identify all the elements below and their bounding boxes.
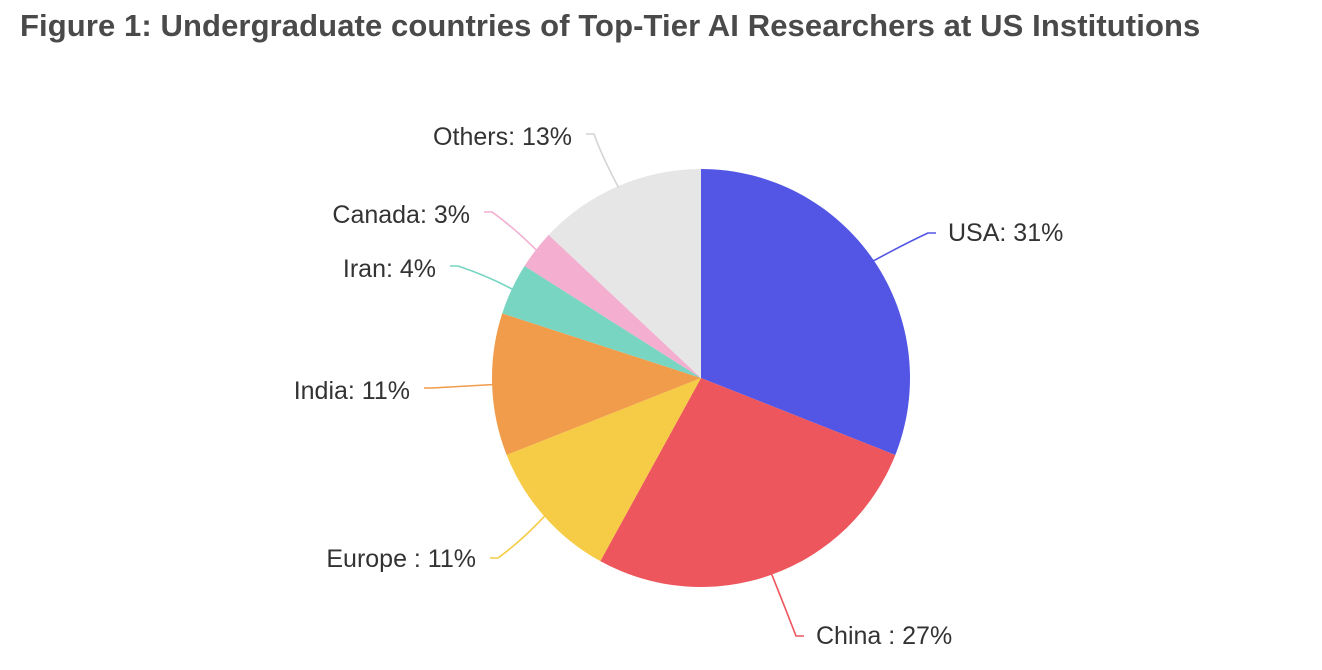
slice-label-4: Iran: 4% [343,255,436,283]
pie-slice-4 [502,266,701,378]
pie-slice-3 [492,313,701,455]
leader-line-3 [424,383,495,389]
slice-label-5: Canada: 3% [332,201,470,229]
leader-line-6 [586,133,620,189]
slice-label-1: China : 27% [816,622,952,650]
leader-line-1 [770,572,804,637]
pie-slice-5 [524,234,701,378]
leader-lines [424,133,936,637]
leader-line-0 [871,232,936,263]
slice-label-2: Europe : 11% [326,545,476,573]
pie-slice-6 [548,169,701,378]
leader-line-2 [490,514,547,559]
slice-label-6: Others: 13% [433,123,572,151]
pie-slice-0 [701,169,910,455]
pie-slice-1 [600,378,896,588]
chart-title: Figure 1: Undergraduate countries of Top… [20,8,1201,43]
pie-slice-2 [506,378,701,562]
pie-slices [492,169,910,588]
leader-line-5 [484,211,538,252]
slice-label-3: India: 11% [294,377,410,405]
leader-line-4 [450,265,515,291]
slice-labels: USA: 31% China : 27% Europe : 11% India: 11… [294,123,1064,650]
slice-label-0: USA: 31% [948,219,1063,247]
